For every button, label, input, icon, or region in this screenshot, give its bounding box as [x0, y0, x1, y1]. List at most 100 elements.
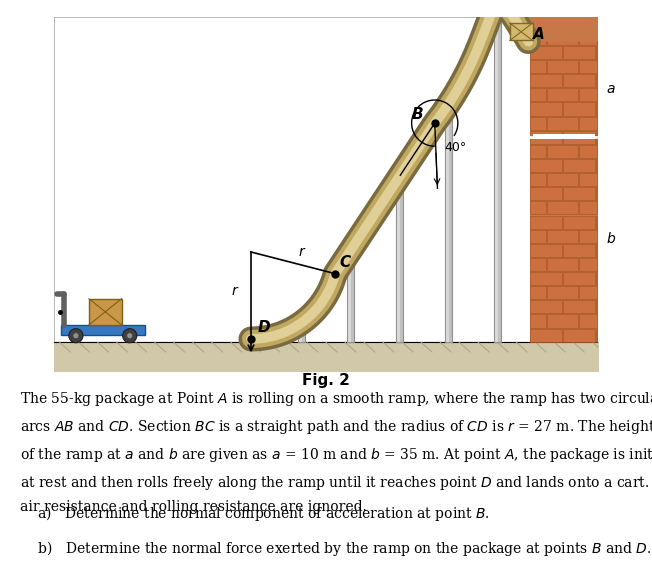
Text: C: C [340, 255, 351, 270]
FancyBboxPatch shape [580, 88, 597, 101]
FancyBboxPatch shape [596, 215, 597, 229]
FancyBboxPatch shape [596, 244, 597, 257]
FancyBboxPatch shape [580, 173, 597, 186]
Bar [510, 23, 533, 40]
FancyBboxPatch shape [531, 74, 562, 87]
FancyBboxPatch shape [596, 46, 597, 59]
Text: b)   Determine the normal force exerted by the ramp on the package at points $B$: b) Determine the normal force exerted by… [20, 539, 651, 557]
FancyBboxPatch shape [580, 60, 597, 73]
Bar [89, 299, 121, 325]
Text: b: b [606, 233, 615, 246]
Circle shape [69, 329, 83, 343]
Circle shape [126, 333, 133, 339]
Text: a)   Determine the normal component of acceleration at point $B$.: a) Determine the normal component of acc… [20, 504, 490, 523]
FancyBboxPatch shape [531, 60, 546, 73]
Bar [298, 323, 305, 342]
FancyBboxPatch shape [531, 159, 562, 172]
FancyBboxPatch shape [563, 26, 595, 31]
FancyBboxPatch shape [547, 88, 578, 101]
FancyBboxPatch shape [547, 173, 578, 186]
FancyBboxPatch shape [531, 131, 562, 144]
Circle shape [123, 329, 137, 343]
FancyBboxPatch shape [61, 325, 145, 335]
Text: a: a [606, 82, 615, 96]
FancyBboxPatch shape [580, 32, 597, 45]
FancyBboxPatch shape [531, 26, 562, 31]
Bar [348, 251, 351, 342]
FancyBboxPatch shape [596, 26, 597, 31]
Text: r: r [232, 284, 238, 299]
FancyBboxPatch shape [596, 272, 597, 285]
FancyBboxPatch shape [563, 244, 595, 257]
FancyBboxPatch shape [563, 188, 595, 200]
Bar [445, 104, 452, 342]
FancyBboxPatch shape [531, 258, 546, 271]
FancyBboxPatch shape [531, 46, 562, 59]
Bar [347, 251, 354, 342]
FancyBboxPatch shape [531, 88, 546, 101]
FancyBboxPatch shape [547, 286, 578, 299]
FancyBboxPatch shape [580, 117, 597, 129]
FancyBboxPatch shape [531, 188, 562, 200]
Text: Fig. 2: Fig. 2 [302, 373, 350, 388]
FancyBboxPatch shape [547, 201, 578, 214]
FancyBboxPatch shape [563, 131, 595, 144]
FancyBboxPatch shape [563, 74, 595, 87]
FancyBboxPatch shape [580, 145, 597, 158]
FancyBboxPatch shape [547, 32, 578, 45]
FancyBboxPatch shape [531, 201, 546, 214]
Circle shape [73, 333, 79, 339]
FancyBboxPatch shape [563, 300, 595, 314]
FancyBboxPatch shape [563, 329, 595, 341]
FancyBboxPatch shape [547, 315, 578, 328]
Bar [533, 134, 595, 140]
Text: B: B [412, 107, 424, 122]
FancyBboxPatch shape [596, 74, 597, 87]
Text: The 55-kg package at Point $A$ is rolling on a smooth ramp, where the ramp has t: The 55-kg package at Point $A$ is rollin… [20, 390, 652, 514]
Bar [249, 339, 256, 342]
FancyBboxPatch shape [547, 258, 578, 271]
FancyBboxPatch shape [531, 286, 546, 299]
FancyBboxPatch shape [563, 272, 595, 285]
FancyBboxPatch shape [531, 272, 562, 285]
FancyBboxPatch shape [531, 300, 562, 314]
FancyBboxPatch shape [563, 159, 595, 172]
FancyBboxPatch shape [596, 103, 597, 116]
FancyBboxPatch shape [531, 230, 546, 243]
FancyBboxPatch shape [580, 315, 597, 328]
FancyBboxPatch shape [580, 230, 597, 243]
FancyBboxPatch shape [531, 173, 546, 186]
FancyBboxPatch shape [531, 244, 562, 257]
Bar [396, 177, 403, 342]
FancyBboxPatch shape [54, 17, 598, 370]
FancyBboxPatch shape [547, 60, 578, 73]
FancyBboxPatch shape [596, 131, 597, 144]
Text: A: A [533, 27, 544, 42]
FancyBboxPatch shape [596, 159, 597, 172]
Bar [530, 25, 598, 342]
FancyBboxPatch shape [531, 145, 546, 158]
FancyBboxPatch shape [531, 315, 546, 328]
Bar [397, 177, 400, 342]
FancyBboxPatch shape [547, 145, 578, 158]
Bar [495, 5, 497, 342]
FancyBboxPatch shape [596, 329, 597, 341]
FancyBboxPatch shape [531, 215, 562, 229]
Text: r: r [299, 245, 304, 259]
FancyBboxPatch shape [522, 0, 606, 42]
Text: 40°: 40° [445, 141, 467, 154]
FancyBboxPatch shape [531, 32, 546, 45]
FancyBboxPatch shape [563, 103, 595, 116]
Bar [299, 323, 302, 342]
FancyBboxPatch shape [596, 188, 597, 200]
FancyBboxPatch shape [531, 329, 562, 341]
Bar [446, 104, 449, 342]
FancyBboxPatch shape [580, 201, 597, 214]
Text: D: D [258, 320, 270, 335]
FancyBboxPatch shape [563, 215, 595, 229]
Bar [494, 5, 501, 342]
FancyBboxPatch shape [563, 46, 595, 59]
FancyBboxPatch shape [547, 117, 578, 129]
Bar [250, 339, 253, 342]
FancyBboxPatch shape [596, 300, 597, 314]
